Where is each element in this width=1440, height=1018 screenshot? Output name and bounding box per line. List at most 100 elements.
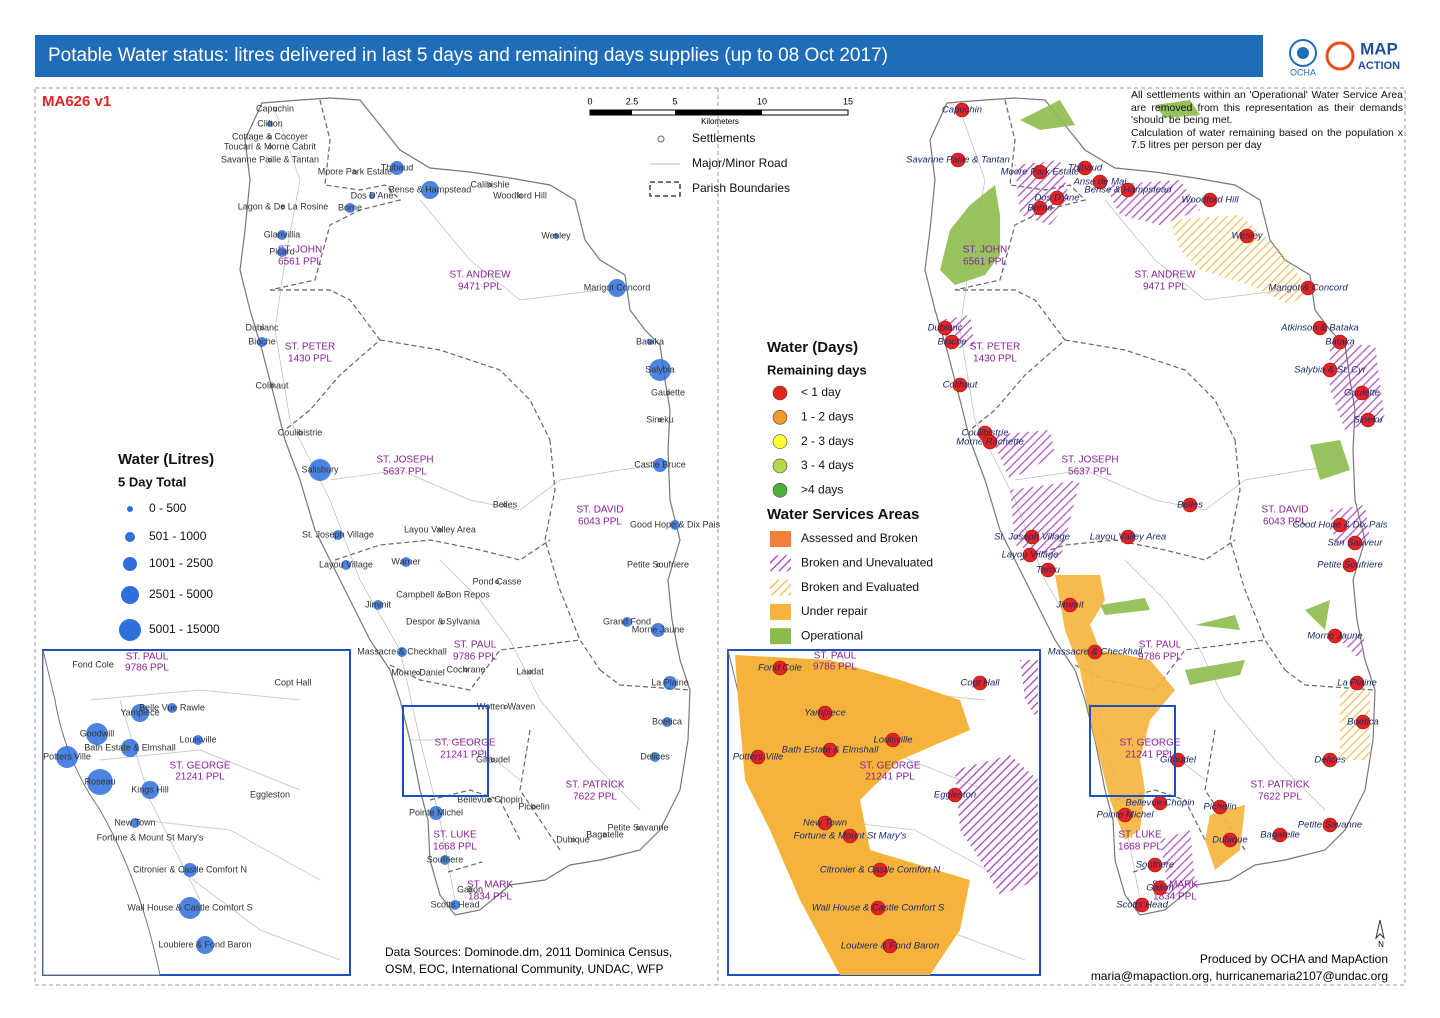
settlement-label: Salybia & St. Cyr <box>1294 365 1367 376</box>
service-area <box>1155 100 1200 118</box>
settlement-label: Despor & Sylvania <box>406 616 480 626</box>
road <box>410 739 521 781</box>
settlement-litres <box>87 769 113 795</box>
settlement-label: Boetica <box>1347 717 1379 728</box>
settlement <box>488 798 492 802</box>
parish-name: ST. PAUL <box>814 651 857 662</box>
settlement-label: Anse de Mai <box>1073 177 1128 188</box>
settlement-label: Calibishie <box>470 179 509 189</box>
settlement-label: Bath Estate & Elmshall <box>782 745 880 756</box>
inset-extent <box>1089 705 1176 797</box>
settlement-label: Borne <box>1027 203 1052 214</box>
settlement-label: Belles <box>493 499 518 509</box>
parish-name: ST. LUKE <box>1118 830 1162 841</box>
settlement <box>518 194 522 198</box>
scale-tick-label: 15 <box>843 96 853 106</box>
parish-population: 21241 PPL <box>1125 750 1175 761</box>
settlement-label: Cochrane <box>446 664 485 674</box>
settlement-days <box>872 862 888 878</box>
settlement-label: Moore Park Estate <box>1001 167 1080 178</box>
settlement-days <box>952 377 968 393</box>
settlement-litres <box>167 703 177 713</box>
legend-label: >4 days <box>801 482 843 496</box>
header-bar <box>35 35 1263 77</box>
parish-population: 1834 PPL <box>1153 892 1197 903</box>
settlement-days <box>1147 857 1163 873</box>
settlement <box>353 170 357 174</box>
parish-population: 1668 PPL <box>433 842 477 853</box>
legend-symbol <box>770 603 791 620</box>
settlement-label: Thibaud <box>381 162 414 172</box>
settlement <box>260 326 264 330</box>
settlement-litres <box>277 230 287 240</box>
settlement-label: Castle Bruce <box>634 459 686 469</box>
legend-symbol <box>770 555 791 572</box>
road <box>439 559 641 811</box>
scale-bar-segment <box>590 110 632 115</box>
legend-symbol <box>772 385 788 401</box>
settlement-label: Bagatelle <box>586 829 624 839</box>
settlement-litres <box>183 863 197 877</box>
parish-name: ST. PETER <box>285 342 336 353</box>
service-area <box>990 430 1055 480</box>
road <box>419 199 601 301</box>
parish-population: 21241 PPL <box>175 772 225 783</box>
legend-symbol <box>123 557 137 571</box>
settlement-label: Fond Cole <box>72 659 114 669</box>
settlement-label: Dos D'Ane <box>1034 193 1079 204</box>
service-area <box>1185 660 1245 685</box>
settlement-label: Morne Daniel <box>391 667 445 677</box>
settlement-litres <box>647 339 653 345</box>
parish-name: ST. PATRICK <box>565 780 624 791</box>
settlement-days <box>1355 714 1371 730</box>
logo-text: ACTION <box>1358 60 1400 72</box>
settlement-label: Giraudel <box>1160 755 1197 766</box>
ocha-logo-core <box>1297 47 1309 59</box>
settlement-days <box>1049 190 1065 206</box>
settlement-label: Gaulette <box>651 387 685 397</box>
settlement-label: Delices <box>1314 755 1345 766</box>
settlement-litres <box>309 459 331 481</box>
settlement-label: New Town <box>803 818 847 829</box>
settlement-litres <box>196 936 214 954</box>
settlement-days <box>1360 412 1376 428</box>
settlement-label: Boetica <box>652 716 682 726</box>
parish-name: ST. PAUL <box>126 652 169 663</box>
settlement-label: Glanvillia <box>264 229 301 239</box>
settlement-days <box>1212 799 1228 815</box>
parish-boundary <box>447 861 483 873</box>
note-text: All settlements within an 'Operational' … <box>1131 89 1403 126</box>
mapaction-logo <box>1325 41 1355 71</box>
parish-population: 1668 PPL <box>1118 842 1162 853</box>
service-area <box>735 655 970 975</box>
settlement-label: Dubique <box>556 834 590 844</box>
legend-symbol <box>770 628 791 645</box>
parish-population: 9471 PPL <box>458 282 502 293</box>
parish-population: 21241 PPL <box>440 750 490 761</box>
inset-road <box>139 819 321 881</box>
legend-symbol <box>649 181 681 197</box>
parish-population: 6043 PPL <box>578 517 622 528</box>
settlement-litres <box>130 818 140 828</box>
parish-name: ST. DAVID <box>576 505 623 516</box>
inset-road <box>89 689 301 701</box>
parish-population: 6561 PPL <box>278 257 322 268</box>
sources: OSM, EOC, International Community, UNDAC… <box>385 962 664 976</box>
road <box>274 109 456 901</box>
settlement-litres <box>421 181 439 199</box>
settlement-label: Savanne Paille & Tantan <box>906 155 1010 166</box>
settlement-days <box>950 152 966 168</box>
settlement-label: Bense & Hampstead <box>1084 185 1172 196</box>
ocha-logo <box>1289 39 1317 67</box>
settlement-label: Gaulette <box>1344 388 1380 399</box>
settlement-days <box>1040 562 1056 578</box>
legend-label: 3 - 4 days <box>801 458 854 472</box>
settlement-days <box>1322 752 1338 768</box>
settlement-label: St. Joseph Village <box>994 532 1070 543</box>
parish-boundary <box>1064 339 1236 441</box>
island <box>239 97 691 916</box>
settlement-days <box>1032 200 1048 216</box>
settlement-label: Massacre & Checkhall <box>1048 647 1143 658</box>
settlement-label: Roseau <box>84 776 115 786</box>
credits: maria@mapaction.org, hurricanemaria2107@… <box>1091 969 1388 983</box>
